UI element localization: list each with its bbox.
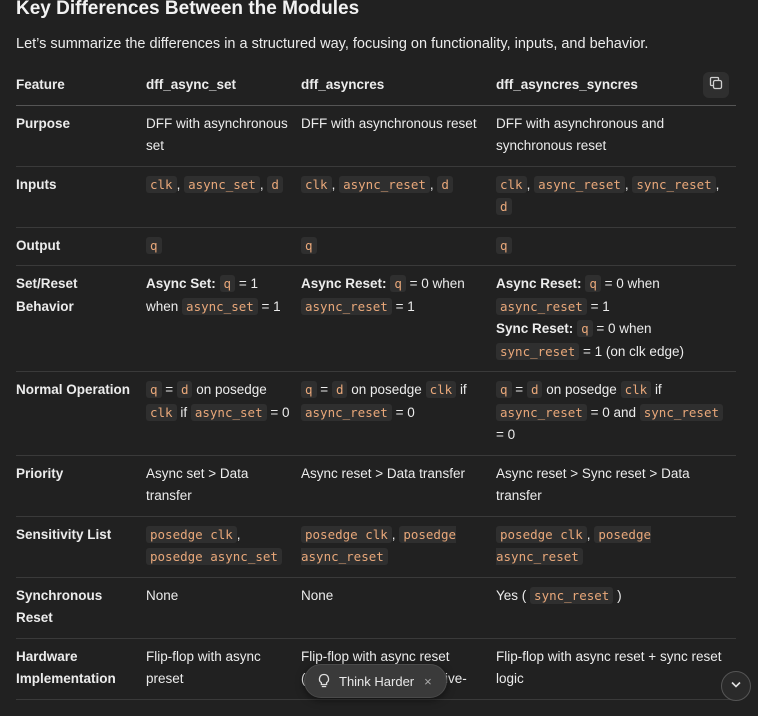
feature-cell: Hardware Implementation	[16, 648, 116, 687]
table-row: Inputs clk, async_set, d clk, async_rese…	[16, 166, 736, 227]
think-harder-label: Think Harder	[339, 673, 415, 689]
table-cell: None	[146, 587, 179, 603]
code-span: clk	[146, 403, 177, 421]
feature-cell: Sensitivity List	[16, 526, 112, 542]
header-dff-async-set: dff_async_set	[146, 77, 237, 92]
code-span: async_reset	[301, 403, 392, 421]
code-span: sync_reset	[496, 342, 580, 360]
code-span: q	[219, 275, 236, 292]
table-cell: clk, async_reset, sync_reset, d	[496, 166, 736, 227]
code-span: clk	[496, 175, 527, 193]
table-cell: Async Reset: q = 0 when async_reset = 1	[301, 275, 465, 315]
code-span: async_reset	[496, 403, 587, 421]
code-span: d	[437, 175, 453, 193]
scroll-down-button[interactable]	[721, 671, 751, 701]
code-span: sync_reset	[530, 586, 614, 604]
header-dff-asyncres: dff_asyncres	[301, 77, 385, 92]
table-cell: DFF with asynchronous and synchronous re…	[496, 115, 665, 154]
table-cell: posedge clk, posedge async_reset	[496, 525, 651, 565]
table-cell: Async reset > Sync reset > Data transfer	[496, 465, 690, 504]
code-span: q	[390, 275, 406, 292]
code-span: async_reset	[301, 297, 392, 315]
code-span: q	[585, 275, 601, 292]
table-cell: posedge clk, posedge async_set	[146, 516, 301, 577]
code-span: sync_reset	[632, 175, 716, 193]
copy-icon	[709, 76, 723, 95]
table-cell: clk, async_set, d	[146, 166, 301, 227]
code-span: clk	[301, 175, 332, 193]
table-cell: q = d on posedge clk if async_reset = 0 …	[496, 372, 736, 456]
feature-cell: Set/Reset Behavior	[16, 276, 78, 314]
code-span: async_set	[190, 403, 267, 421]
code-span: posedge clk	[301, 525, 392, 543]
table-row: Priority Async set > Data transfer Async…	[16, 455, 736, 516]
code-span: sync_reset	[639, 403, 724, 421]
feature-cell: Priority	[16, 465, 64, 481]
code-span: async_set	[184, 175, 260, 193]
code-span: d	[331, 381, 348, 398]
table-row: Synchronous Reset None None Yes ( sync_r…	[16, 577, 736, 638]
feature-cell: Output	[16, 237, 61, 253]
code-span: q	[496, 236, 512, 254]
section-heading: Key Differences Between the Modules	[16, 0, 360, 19]
table-cell: None	[301, 587, 334, 603]
code-span: clk	[146, 175, 177, 193]
table-row: Set/Reset Behavior Async Set: q = 1 when…	[16, 266, 736, 372]
code-span: posedge clk	[496, 525, 587, 543]
table-cell: Flip-flop with async reset + sync reset …	[496, 648, 722, 687]
copy-table-button[interactable]	[703, 72, 729, 98]
header-feature: Feature	[16, 77, 65, 92]
table-row: Output q q q	[16, 227, 736, 266]
lightbulb-icon	[317, 673, 331, 689]
code-span: q	[301, 381, 317, 398]
feature-cell: Inputs	[16, 176, 57, 192]
header-dff-asyncres-syncres: dff_asyncres_syncres	[496, 77, 638, 92]
table-cell: DFF with asynchronous reset	[301, 115, 477, 131]
code-span: posedge clk	[146, 525, 237, 543]
table-cell: q = d on posedge clk if async_reset = 0	[301, 372, 496, 456]
code-span: d	[496, 198, 512, 215]
table-cell: q	[301, 227, 496, 266]
table-row: Normal Operation q = d on posedge clk if…	[16, 372, 736, 456]
code-span: d	[267, 175, 283, 193]
table-header-row: Feature dff_async_set dff_asyncres dff_a…	[16, 66, 736, 105]
table-cell: Yes ( sync_reset )	[496, 586, 622, 604]
chevron-down-icon	[729, 677, 743, 696]
code-span: q	[577, 320, 593, 337]
table-cell: Async reset > Data transfer	[301, 465, 465, 481]
table-cell: Async set > Data transfer	[146, 465, 249, 504]
table-cell: posedge clk, posedge async_reset	[301, 525, 456, 565]
code-span: q	[146, 236, 162, 254]
feature-cell: Normal Operation	[16, 382, 131, 397]
intro-paragraph: Let’s summarize the differences in a str…	[16, 36, 649, 52]
table-row: Purpose DFF with asynchronous set DFF wi…	[16, 105, 736, 166]
code-span: clk	[620, 381, 652, 398]
code-span: clk	[425, 381, 457, 398]
code-span: q	[496, 381, 512, 398]
comparison-table: Feature dff_async_set dff_asyncres dff_a…	[16, 66, 736, 700]
code-span: async_set	[182, 297, 258, 315]
code-span: d	[526, 381, 543, 398]
code-span: d	[176, 381, 193, 398]
feature-cell: Synchronous Reset	[16, 587, 103, 626]
table-cell: q = d on posedge clk if async_set = 0	[146, 372, 301, 456]
bottom-fade	[0, 708, 758, 716]
code-span: q	[301, 236, 317, 254]
table-cell: clk, async_reset, d	[301, 166, 496, 227]
table-cell: q	[496, 227, 736, 266]
code-span: posedge async_set	[146, 548, 282, 565]
close-icon[interactable]: ×	[424, 673, 432, 689]
think-harder-chip[interactable]: Think Harder ×	[304, 664, 447, 698]
table-row: Sensitivity List posedge clk, posedge as…	[16, 516, 736, 577]
code-span: async_reset	[534, 175, 625, 193]
code-span: q	[146, 381, 162, 398]
table-cell: Async Set: q = 1 when async_set = 1	[146, 275, 281, 315]
table-cell: Flip-flop with async preset	[146, 648, 261, 687]
table-cell: DFF with asynchronous set	[146, 115, 288, 154]
feature-cell: Purpose	[16, 115, 71, 131]
code-span: async_reset	[339, 175, 430, 193]
code-span: async_reset	[496, 297, 587, 315]
table-cell: q	[146, 227, 301, 266]
